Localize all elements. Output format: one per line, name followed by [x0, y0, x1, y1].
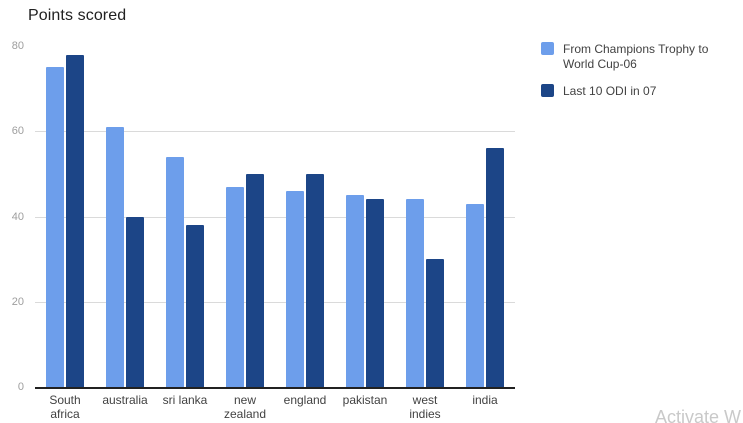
- bar-group-india: [455, 46, 515, 387]
- bar-west-indies-series-2[interactable]: [426, 259, 444, 387]
- bar-west-indies-series-1[interactable]: [406, 199, 424, 387]
- bar-group-pakistan: [335, 46, 395, 387]
- x-label-england: england: [283, 393, 327, 407]
- bar-pakistan-series-2[interactable]: [366, 199, 384, 387]
- y-tick-label-0: 0: [17, 381, 24, 393]
- legend-swatch-icon: [541, 42, 554, 55]
- legend-swatch-icon: [541, 84, 554, 97]
- bar-england-series-2[interactable]: [306, 173, 324, 387]
- x-label-pakistan: pakistan: [342, 393, 388, 407]
- bar-australia-series-1[interactable]: [106, 127, 124, 387]
- bar-group-england: [275, 46, 335, 387]
- y-tick-label-40: 40: [11, 210, 24, 223]
- bar-group-australia: [95, 46, 155, 387]
- activation-watermark: Activate W: [655, 407, 742, 423]
- x-axis-labels: South africa australia sri lanka new zealan…: [35, 393, 515, 422]
- bar-south-africa-series-1[interactable]: [46, 67, 64, 387]
- gridline-20: [35, 301, 515, 303]
- bar-sri-lanka-series-2[interactable]: [186, 225, 204, 387]
- gridline-40: [35, 216, 515, 218]
- bar-new-zealand-series-1[interactable]: [226, 186, 244, 387]
- bar-pakistan-series-1[interactable]: [346, 195, 364, 387]
- bar-australia-series-2[interactable]: [126, 216, 144, 387]
- bar-india-series-2[interactable]: [486, 148, 504, 387]
- x-label-sri-lanka: sri lanka: [162, 393, 208, 407]
- y-tick-label-80: 80: [11, 40, 24, 52]
- x-label-new-zealand: new zealand: [223, 393, 267, 422]
- legend-label: Last 10 ODI in 07: [563, 84, 657, 98]
- bar-sri-lanka-series-1[interactable]: [166, 156, 184, 387]
- bar-new-zealand-series-2[interactable]: [246, 173, 264, 387]
- y-tick-label-60: 60: [11, 125, 24, 138]
- bar-india-series-1[interactable]: [466, 203, 484, 387]
- bar-south-africa-series-2[interactable]: [66, 54, 84, 387]
- bar-group-sri-lanka: [155, 46, 215, 387]
- legend: From Champions Trophy to World Cup-06 Las…: [541, 42, 737, 111]
- x-label-south-africa: South africa: [49, 393, 81, 422]
- gridline-60: [35, 131, 515, 133]
- bar-group-west-indies: [395, 46, 455, 387]
- y-tick-label-20: 20: [11, 295, 24, 308]
- x-label-australia: australia: [102, 393, 148, 407]
- bar-group-south-africa: [35, 46, 95, 387]
- legend-item-1: From Champions Trophy to World Cup-06: [541, 42, 737, 72]
- chart-title: Points scored: [28, 7, 127, 24]
- plot-area: [35, 46, 515, 389]
- x-label-west-indies: west indies: [409, 393, 441, 422]
- legend-label: From Champions Trophy to World Cup-06: [563, 42, 709, 71]
- y-axis: 0 20 40 60 80: [0, 40, 27, 393]
- bar-england-series-1[interactable]: [286, 190, 304, 387]
- x-label-india: india: [472, 393, 498, 407]
- bar-group-new-zealand: [215, 46, 275, 387]
- legend-item-2: Last 10 ODI in 07: [541, 84, 737, 99]
